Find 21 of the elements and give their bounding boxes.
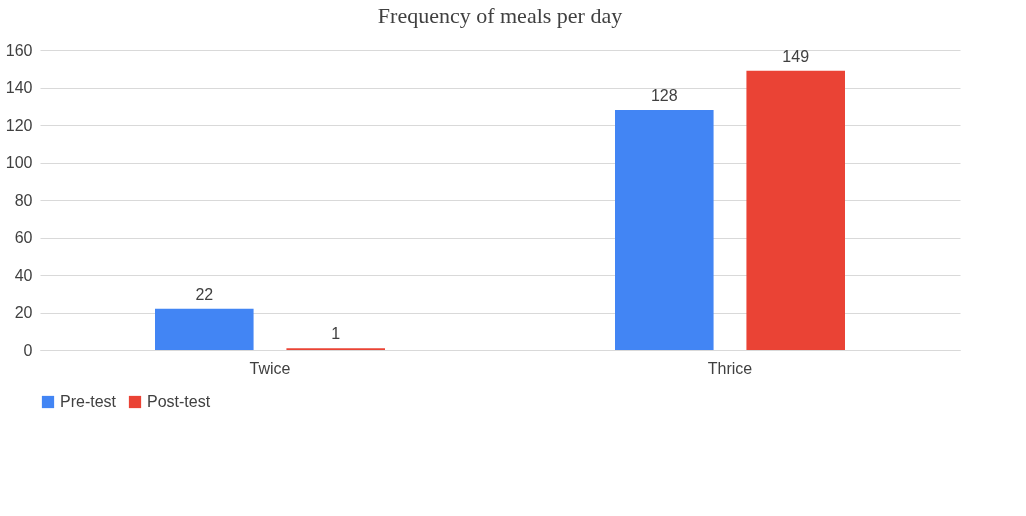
bar xyxy=(155,308,254,350)
y-tick-label: 100 xyxy=(5,154,33,171)
y-tick-label: 120 xyxy=(5,116,33,134)
data-label: 149 xyxy=(782,47,810,65)
bar xyxy=(746,70,845,350)
chart-title: Frequency of meals per day xyxy=(377,3,623,28)
x-tick-label: Thrice xyxy=(707,359,753,377)
legend-label: Post-test xyxy=(147,393,211,410)
x-tick-label: Twice xyxy=(249,359,291,377)
y-tick-label: 40 xyxy=(14,266,33,284)
data-label: 22 xyxy=(195,285,214,303)
y-tick-label: 20 xyxy=(14,304,33,321)
y-tick-label: 0 xyxy=(23,341,33,359)
y-tick-label: 140 xyxy=(5,79,33,96)
y-tick-label: 60 xyxy=(14,229,33,246)
data-label: 1 xyxy=(331,325,341,343)
data-label: 128 xyxy=(650,87,678,104)
y-tick-label: 160 xyxy=(5,41,33,59)
bar xyxy=(615,110,714,350)
y-tick-label: 80 xyxy=(14,191,33,209)
legend-label: Pre-test xyxy=(60,393,117,410)
